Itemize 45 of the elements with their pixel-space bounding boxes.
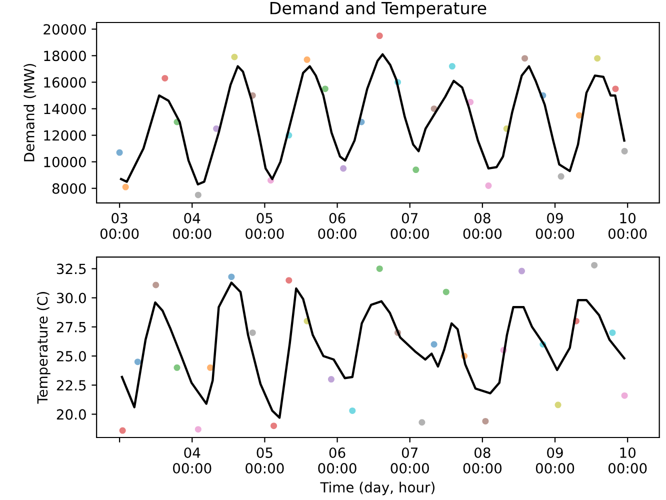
x-tick-label: 06 00:00 (318, 212, 356, 239)
y-tick-label: 20.0 (56, 409, 86, 420)
point (485, 182, 492, 189)
x-tick-label: 10 00:00 (608, 212, 647, 239)
y-tick-label: 16000 (44, 77, 86, 88)
x-tick-label: 07 00:00 (390, 447, 429, 474)
point (522, 55, 528, 62)
point (322, 86, 328, 92)
y-tick-label: 12000 (44, 130, 86, 141)
y-tick-label: 30.0 (56, 292, 86, 304)
x-tick-label: 04 00:00 (173, 447, 212, 474)
x-tick-label: 07 00:00 (390, 212, 429, 239)
point (412, 166, 420, 174)
point (558, 173, 564, 180)
x-tick-label: 10 00:00 (608, 447, 647, 474)
y-axis-title: Demand (MW) (24, 64, 36, 162)
x-tick-label: 04 00:00 (173, 212, 212, 239)
x-tick-label: 09 00:00 (536, 212, 574, 239)
y-tick-label: 27.5 (56, 322, 86, 332)
x-tick-label: 06 00:00 (318, 447, 356, 474)
point (304, 56, 310, 63)
y-tick-label: 10000 (44, 156, 86, 168)
point (612, 86, 619, 92)
x-tick-label: 09 00:00 (536, 447, 574, 474)
x-tick-label: 08 00:00 (463, 212, 502, 239)
point (231, 54, 238, 60)
point (594, 55, 601, 62)
x-tick-label: 05 00:00 (246, 212, 284, 239)
point (448, 63, 456, 70)
x-tick-label: 03 00:00 (100, 212, 139, 239)
y-tick-label: 22.5 (56, 380, 86, 391)
point (376, 32, 383, 40)
y-tick-label: 18000 (44, 50, 86, 62)
y-tick-label: 25.0 (56, 350, 86, 362)
x-tick-label: 05 00:00 (246, 447, 284, 474)
y-axis-title: Temperature (C) (36, 292, 50, 404)
chart-title: Demand and Temperature (270, 2, 486, 18)
point (340, 165, 347, 172)
x-axis-title: Time (day, hour) (320, 482, 434, 496)
y-tick-label: 14000 (44, 104, 86, 114)
y-tick-label: 8000 (52, 183, 86, 194)
x-tick-label: 08 00:00 (463, 447, 502, 474)
y-tick-label: 20000 (44, 24, 86, 35)
point (194, 192, 202, 198)
y-tick-label: 32.5 (56, 264, 86, 274)
